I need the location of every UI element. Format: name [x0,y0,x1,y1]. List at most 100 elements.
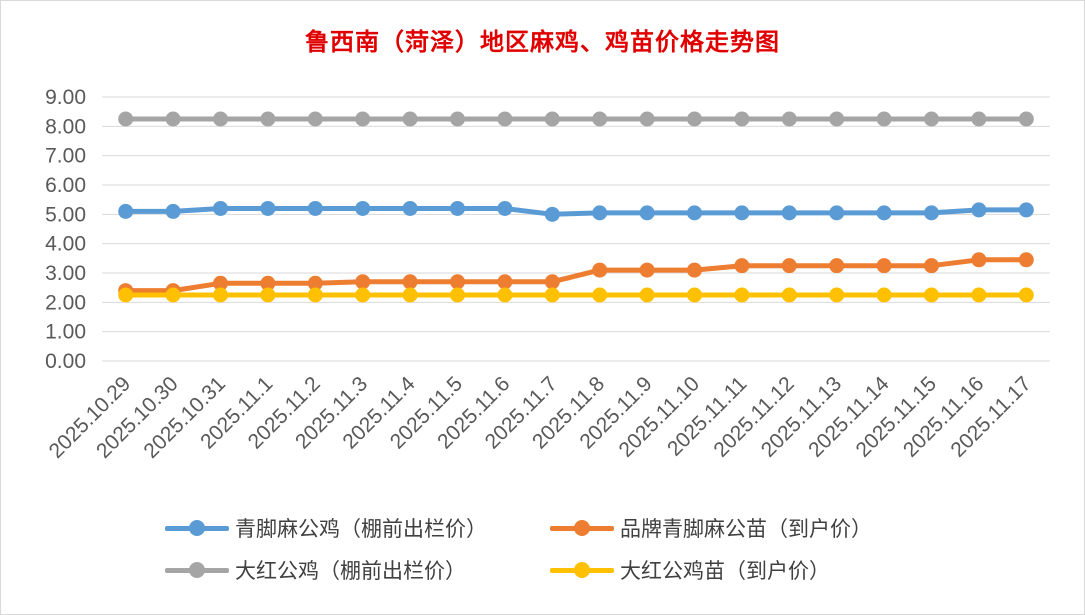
data-point [687,287,702,303]
data-point [260,275,276,291]
series-lines [118,111,1034,303]
data-point [402,274,418,290]
data-point [1018,202,1034,218]
data-point [781,258,797,274]
legend-marker [165,560,229,580]
data-point [402,111,418,127]
legend-label: 大红公鸡苗（到户价） [620,559,830,583]
data-point [924,258,939,274]
data-point [734,287,750,303]
data-point [592,262,608,278]
data-point [971,202,987,218]
data-point [450,287,465,303]
data-point [544,206,560,222]
y-tick-label: 0.00 [45,350,86,373]
series-line [123,206,1029,217]
data-point [213,111,228,127]
data-point [118,203,134,219]
legend-marker [550,560,614,580]
legend-label: 品牌青脚麻公苗（到户价） [620,517,872,541]
data-point [876,287,892,303]
data-point [497,274,513,290]
data-point [213,275,228,291]
data-point [592,287,608,303]
data-point [829,258,845,274]
data-point [118,287,134,303]
series-line [123,257,1029,294]
data-point [355,200,371,216]
y-tick-label: 4.00 [45,233,86,256]
data-point [639,287,655,303]
data-point [307,275,323,291]
data-point [307,287,323,303]
y-tick-label: 6.00 [45,174,86,197]
data-point [876,111,892,127]
data-point [260,200,276,216]
data-point [924,287,939,303]
data-point [450,200,465,216]
data-point [971,252,987,268]
y-tick-label: 5.00 [45,203,86,226]
data-point [924,111,939,127]
y-tick-label: 3.00 [45,262,86,285]
data-point [876,258,892,274]
data-point [450,274,465,290]
data-point [497,200,513,216]
data-point [829,205,845,221]
data-point [639,262,655,278]
chart-title: 鲁西南（菏泽）地区麻鸡、鸡苗价格走势图 [305,28,780,56]
data-point [687,111,702,127]
series-3 [118,111,1034,127]
series-4 [118,287,1034,303]
data-point [355,287,371,303]
data-point [213,200,228,216]
data-point [781,287,797,303]
data-point [307,200,323,216]
data-point [165,203,181,219]
data-point [687,205,702,221]
data-point [1018,252,1034,268]
series-1 [118,200,1034,222]
data-point [544,274,560,290]
data-point [497,287,513,303]
data-point [924,205,939,221]
data-point [307,111,323,127]
legend-item-series-4: 大红公鸡苗（到户价） [550,555,830,585]
data-point [355,274,371,290]
data-point [1018,111,1034,127]
data-point [544,111,560,127]
y-tick-label: 8.00 [45,115,86,138]
legend-label: 大红公鸡（棚前出栏价） [235,559,466,583]
data-point [971,287,987,303]
data-point [734,205,750,221]
y-tick-label: 7.00 [45,145,86,168]
legend-item-series-1: 青脚麻公鸡（棚前出栏价） [165,513,487,543]
data-point [687,262,702,278]
data-point [592,111,608,127]
data-point [1018,287,1034,303]
legend-label: 青脚麻公鸡（棚前出栏价） [235,517,487,541]
data-point [781,205,797,221]
data-point [829,287,845,303]
data-point [592,205,608,221]
data-point [260,287,276,303]
data-point [213,287,228,303]
data-point [402,200,418,216]
data-point [971,111,987,127]
data-point [355,111,371,127]
data-point [639,205,655,221]
data-point [544,287,560,303]
data-point [781,111,797,127]
data-point [734,258,750,274]
series-2 [118,252,1034,299]
data-point [165,287,181,303]
x-axis-labels: 2025.10.292025.10.302025.10.312025.11.12… [45,372,1036,463]
data-point [260,111,276,127]
data-point [497,111,513,127]
data-point [118,111,134,127]
data-point [876,205,892,221]
y-tick-label: 2.00 [45,291,86,314]
data-point [402,287,418,303]
